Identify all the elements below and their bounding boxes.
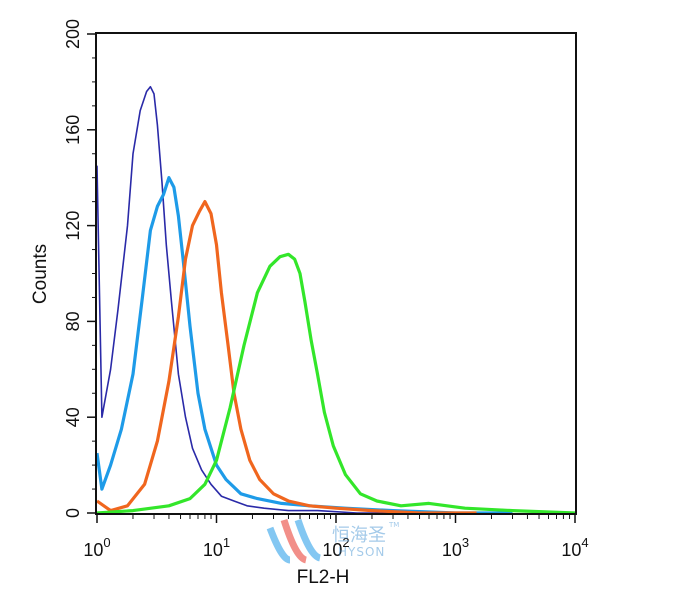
watermark-chinese: 恒海圣	[332, 525, 386, 546]
watermark-logo: 恒海圣 HYSON TM	[266, 518, 399, 564]
x-tick-label: 100	[83, 535, 110, 560]
x-tick-label: 102	[322, 535, 349, 560]
y-tick-label: 0	[63, 508, 83, 518]
y-tick-label: 120	[63, 211, 83, 241]
y-axis-title: Counts	[30, 244, 51, 304]
y-tick-label: 200	[63, 19, 83, 49]
y-tick-label: 40	[63, 407, 83, 427]
logo-stripe-1	[266, 526, 291, 564]
x-axis-title: FL2-H	[297, 567, 350, 588]
logo-stripe-2	[280, 518, 308, 564]
watermark-tm: TM	[388, 521, 399, 529]
series-3-line	[96, 200, 477, 515]
x-tick-label: 104	[561, 535, 588, 560]
y-tick-label: 80	[63, 311, 83, 331]
y-tick-label: 160	[63, 115, 83, 145]
series-2-line	[95, 176, 513, 515]
watermark-latin: HYSON	[338, 545, 385, 559]
series-1-line	[96, 85, 513, 514]
logo-stripe-3	[294, 518, 322, 562]
series-layer	[95, 85, 576, 515]
x-tick-label: 101	[203, 535, 230, 560]
series-4-line	[96, 252, 576, 515]
x-axis: 100 101 102 103 104	[83, 514, 589, 560]
y-axis: 0 40 80 120 160 200	[63, 19, 96, 518]
plot-frame	[95, 32, 577, 515]
x-tick-label: 103	[442, 535, 469, 560]
